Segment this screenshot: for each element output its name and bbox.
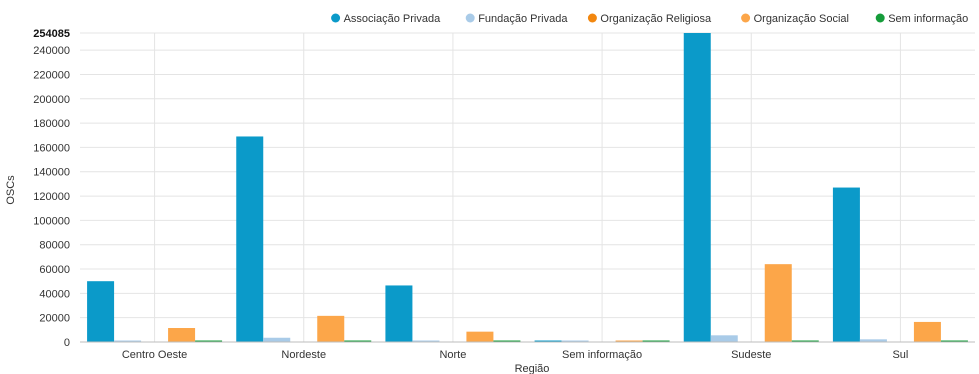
legend-marker[interactable] — [875, 13, 885, 23]
bar[interactable] — [832, 187, 860, 342]
bar[interactable] — [344, 340, 372, 343]
bar[interactable] — [615, 340, 643, 343]
legend-marker[interactable] — [331, 13, 341, 23]
y-max-label: 254085 — [33, 28, 70, 40]
legend-marker[interactable] — [465, 13, 475, 23]
bar[interactable] — [317, 315, 345, 342]
bar[interactable] — [168, 328, 196, 342]
bar[interactable] — [236, 136, 264, 342]
y-tick-label: 140000 — [33, 167, 70, 179]
legend-label[interactable]: Sem informação — [888, 13, 968, 25]
bar[interactable] — [466, 331, 494, 342]
y-tick-label: 160000 — [33, 142, 70, 154]
bars — [87, 33, 968, 342]
bar[interactable] — [114, 340, 142, 343]
y-tick-label: 40000 — [39, 288, 70, 300]
legend-label[interactable]: Fundação Privada — [478, 13, 568, 25]
bar[interactable] — [87, 281, 115, 342]
x-tick-label: Centro Oeste — [122, 349, 187, 361]
bar[interactable] — [263, 337, 291, 342]
y-tick-label: 20000 — [39, 313, 70, 325]
bar[interactable] — [764, 264, 792, 342]
legend-label[interactable]: Organização Social — [754, 13, 849, 25]
y-tick-label: 100000 — [33, 215, 70, 227]
bar[interactable] — [385, 285, 413, 342]
y-tick-label: 180000 — [33, 118, 70, 130]
x-tick-label: Sudeste — [731, 349, 771, 361]
x-tick-label: Sul — [892, 349, 908, 361]
bar[interactable] — [561, 340, 589, 343]
y-tick-label: 60000 — [39, 264, 70, 276]
y-tick-label: 240000 — [33, 45, 70, 57]
legend-marker[interactable] — [587, 13, 597, 23]
bar[interactable] — [683, 33, 711, 342]
y-tick-label: 120000 — [33, 191, 70, 203]
bar[interactable] — [913, 321, 941, 342]
x-tick-label: Norte — [439, 349, 466, 361]
bar[interactable] — [412, 340, 440, 343]
bar[interactable] — [534, 340, 562, 343]
axes: 0 20000 40000 60000 80000 100000 120000 140000 1… — [33, 28, 975, 361]
x-tick-label: Nordeste — [281, 349, 326, 361]
y-tick-label: 220000 — [33, 69, 70, 81]
y-tick-label: 80000 — [39, 240, 70, 252]
y-tick-label: 0 — [64, 337, 70, 349]
legend: Associação Privada Fundação Privada Organi… — [331, 13, 968, 25]
x-axis-title: Região — [515, 363, 550, 374]
legend-label[interactable]: Organização Religiosa — [600, 13, 712, 25]
x-tick-label: Sem informação — [562, 349, 642, 361]
grid — [80, 32, 975, 343]
bar[interactable] — [791, 340, 819, 343]
y-tick-label: 200000 — [33, 94, 70, 106]
bar[interactable] — [859, 339, 887, 342]
bar[interactable] — [493, 340, 521, 343]
bar[interactable] — [642, 340, 670, 343]
legend-marker[interactable] — [741, 13, 751, 23]
bar[interactable] — [940, 340, 968, 343]
y-axis-title: OSCs — [5, 175, 17, 205]
bar[interactable] — [195, 340, 223, 343]
bar[interactable] — [710, 335, 738, 342]
legend-label[interactable]: Associação Privada — [344, 13, 441, 25]
